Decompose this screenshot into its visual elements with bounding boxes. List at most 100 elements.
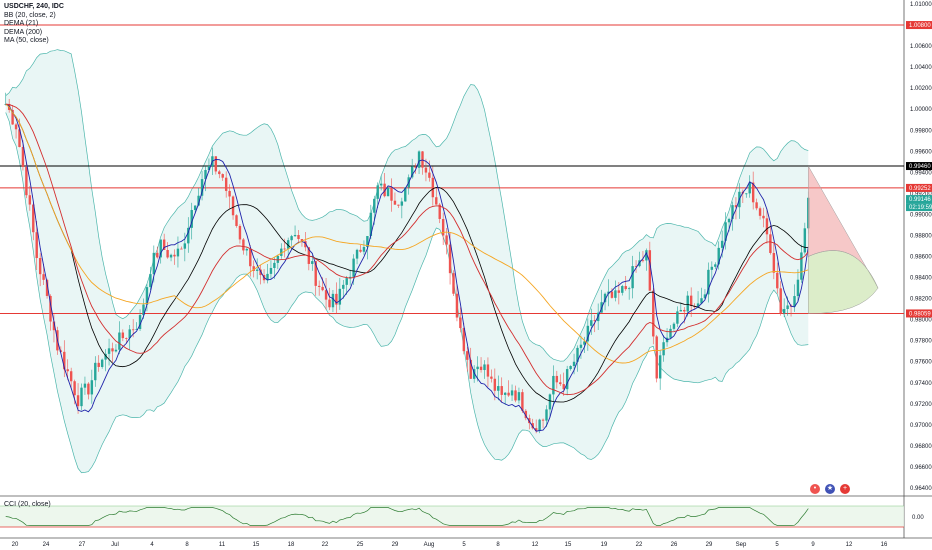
us-flag-icon[interactable]: ★ bbox=[825, 484, 835, 494]
candle-body bbox=[355, 249, 359, 259]
candle-body bbox=[18, 129, 21, 147]
candle-body bbox=[293, 235, 297, 237]
time-tick-label: 11 bbox=[219, 542, 226, 548]
candle-body bbox=[42, 274, 45, 280]
price-tag[interactable] bbox=[906, 21, 932, 30]
candle-body bbox=[404, 187, 407, 202]
bollinger-basis-line[interactable] bbox=[5, 103, 809, 403]
candle-body bbox=[94, 362, 97, 381]
candle-body bbox=[162, 239, 166, 251]
candle-body bbox=[59, 350, 63, 352]
candle-body bbox=[796, 279, 800, 297]
candle-body bbox=[462, 328, 466, 352]
candle-body bbox=[583, 341, 586, 345]
candle-body bbox=[338, 288, 342, 305]
dema-200-line[interactable] bbox=[5, 103, 809, 395]
alert-icon[interactable]: • bbox=[810, 484, 820, 494]
swiss-flag-icon[interactable]: + bbox=[840, 484, 850, 494]
candle-body bbox=[466, 351, 469, 360]
candle-body bbox=[686, 295, 689, 312]
price-tick-label: 0.98600 bbox=[910, 255, 932, 261]
candle-body bbox=[565, 369, 569, 390]
cci-line[interactable] bbox=[5, 507, 809, 526]
candle-body bbox=[662, 342, 665, 356]
candle-body bbox=[576, 347, 579, 362]
candle-body bbox=[311, 261, 314, 264]
candle-body bbox=[621, 286, 624, 293]
price-tick-label: 1.00600 bbox=[910, 44, 932, 50]
candle-body bbox=[538, 419, 541, 432]
candle-body bbox=[435, 197, 438, 205]
candle-body bbox=[414, 166, 417, 168]
price-tag[interactable] bbox=[906, 195, 932, 204]
bollinger-upper-line[interactable] bbox=[5, 49, 809, 362]
candle-body bbox=[503, 392, 507, 395]
candle-body bbox=[634, 266, 638, 267]
candle-body bbox=[352, 258, 355, 277]
candle-body bbox=[548, 394, 552, 410]
price-tag-label: 0.99460 bbox=[909, 164, 931, 170]
price-tag[interactable] bbox=[906, 183, 932, 192]
price-tick-label: 0.99400 bbox=[910, 170, 932, 176]
candle-body bbox=[800, 252, 803, 280]
candle-body bbox=[541, 419, 545, 421]
candle-body bbox=[359, 249, 362, 252]
candle-body bbox=[648, 250, 652, 291]
reward-zone[interactable] bbox=[808, 250, 879, 314]
candle-body bbox=[479, 366, 483, 371]
candle-body bbox=[214, 156, 218, 172]
candle-body bbox=[121, 332, 125, 339]
price-tag-label: 1.00800 bbox=[909, 23, 931, 29]
price-tick-label: 0.97600 bbox=[910, 360, 932, 366]
candle-body bbox=[483, 364, 486, 371]
price-tag[interactable] bbox=[906, 203, 932, 212]
candle-body bbox=[286, 240, 290, 249]
candle-body bbox=[703, 294, 707, 299]
price-tick-label: 1.00400 bbox=[910, 65, 932, 71]
candle-body bbox=[369, 212, 373, 237]
candle-body bbox=[417, 151, 421, 168]
oscillator-legend[interactable]: CCI (20, close) bbox=[4, 501, 51, 508]
price-tag[interactable] bbox=[906, 162, 932, 171]
time-tick-label: 16 bbox=[881, 542, 888, 548]
time-tick-label: 27 bbox=[79, 542, 86, 548]
candle-body bbox=[76, 395, 80, 407]
oscillator-tick: 0.00 bbox=[912, 515, 924, 521]
candle-body bbox=[552, 375, 555, 395]
candle-body bbox=[328, 299, 331, 308]
candle-body bbox=[45, 279, 49, 296]
time-tick-label: 22 bbox=[636, 542, 643, 548]
price-tick-label: 0.99800 bbox=[910, 128, 932, 134]
candle-body bbox=[497, 386, 500, 391]
candle-body bbox=[610, 291, 614, 298]
time-tick-label: 15 bbox=[253, 542, 260, 548]
candle-body bbox=[521, 392, 524, 411]
candle-body bbox=[73, 381, 76, 396]
bollinger-fill bbox=[5, 49, 809, 473]
candle-body bbox=[169, 254, 173, 258]
candle-body bbox=[379, 183, 383, 186]
candle-body bbox=[424, 167, 428, 173]
candle-body bbox=[342, 284, 345, 289]
ma-50-line[interactable] bbox=[5, 103, 809, 364]
price-tick-label: 0.97200 bbox=[910, 402, 932, 408]
bollinger-lower-line[interactable] bbox=[5, 112, 809, 474]
candle-body bbox=[793, 296, 796, 307]
candle-body bbox=[63, 351, 66, 370]
price-tag[interactable] bbox=[906, 309, 932, 318]
candle-body bbox=[765, 218, 769, 235]
price-tick-label: 0.98200 bbox=[910, 297, 932, 303]
candle-body bbox=[197, 195, 200, 206]
candle-body bbox=[231, 196, 235, 216]
dema-21-line[interactable] bbox=[5, 103, 809, 432]
candle-body bbox=[493, 378, 497, 391]
candle-body bbox=[438, 204, 441, 219]
candle-body bbox=[510, 390, 514, 396]
candle-body bbox=[28, 195, 32, 205]
candle-body bbox=[252, 266, 255, 271]
candle-body bbox=[173, 254, 176, 257]
price-tick-label: 0.99600 bbox=[910, 149, 932, 155]
price-tag-label: 0.99252 bbox=[909, 186, 931, 192]
